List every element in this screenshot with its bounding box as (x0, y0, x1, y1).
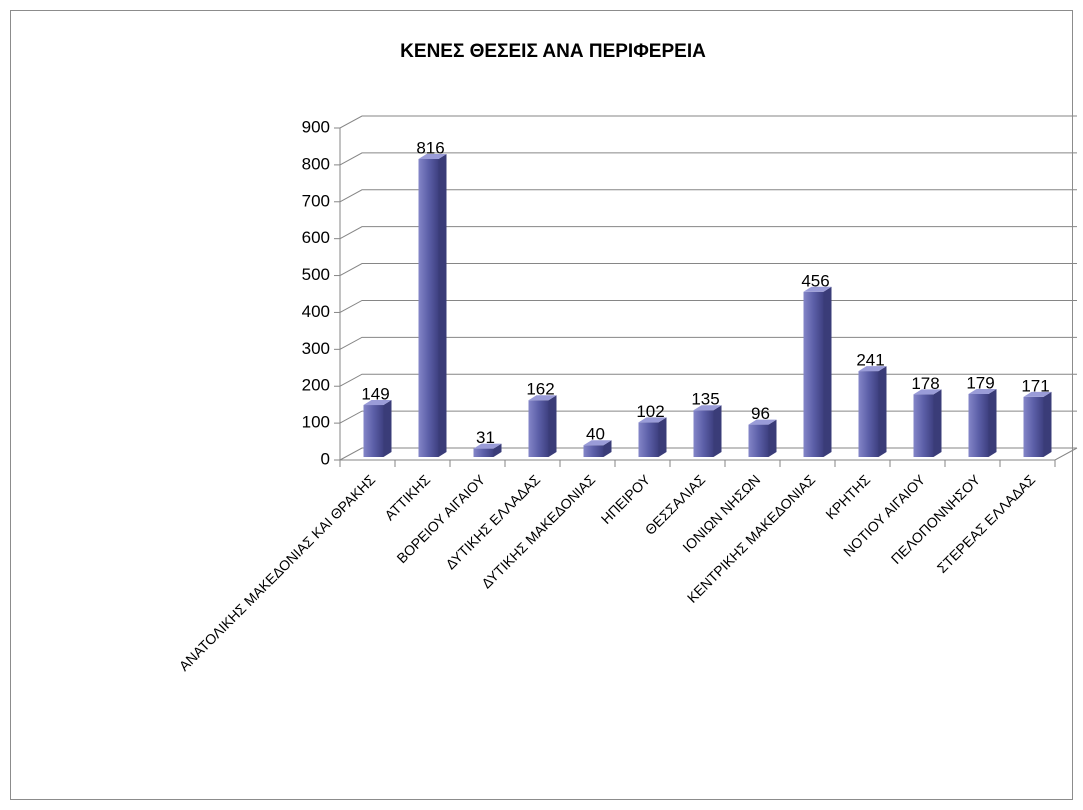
bar (748, 424, 769, 457)
bar-top (748, 419, 777, 425)
bar (803, 291, 824, 457)
bar-side (1043, 391, 1052, 457)
y-tick-label: 300 (302, 339, 330, 358)
data-label: 456 (801, 271, 829, 290)
bar (693, 410, 714, 457)
y-tick-label: 800 (302, 154, 330, 173)
bar-top (363, 400, 392, 406)
bar (968, 393, 989, 457)
bar-top (913, 389, 942, 395)
grid-line (339, 226, 1077, 240)
grid-line (339, 410, 1077, 424)
bar (473, 448, 494, 457)
grid-line (339, 263, 1077, 276)
bar (418, 158, 439, 457)
bar-side (658, 417, 667, 457)
bar-top (803, 286, 832, 292)
bar-side (988, 388, 997, 457)
y-tick-label: 100 (302, 413, 330, 432)
bar-side (713, 405, 722, 457)
y-tick-label: 900 (302, 117, 330, 136)
bar-side (933, 389, 942, 457)
bar-side (438, 153, 447, 457)
bar-side (603, 440, 612, 457)
y-tick-label: 0 (321, 449, 330, 468)
bar-side (823, 286, 832, 457)
bar-side (493, 443, 502, 457)
grid-line (339, 299, 1077, 313)
bar-side (878, 366, 887, 457)
grid-line (339, 115, 1077, 129)
bar-top (638, 417, 667, 423)
data-label: 40 (586, 425, 605, 444)
data-label: 102 (636, 402, 664, 421)
bar-top (858, 366, 887, 372)
grid-line (339, 373, 1077, 387)
bar-top (473, 443, 502, 449)
grid-line (339, 447, 1077, 461)
bar (638, 422, 659, 457)
data-label: 816 (416, 138, 444, 157)
bar-top (968, 388, 997, 394)
y-tick-label: 400 (302, 302, 330, 321)
data-label: 135 (691, 390, 719, 409)
y-tick-label: 200 (302, 376, 330, 395)
chart-title: ΚΕΝΕΣ ΘΕΣΕΙΣ ΑΝΑ ΠΕΡΙΦΕΡΕΙΑ (400, 41, 706, 62)
bar-top (1023, 391, 1052, 397)
bar-side (548, 395, 557, 457)
y-tick-label: 700 (302, 191, 330, 210)
bar-top (693, 405, 722, 411)
bar (858, 371, 879, 457)
grid-line (339, 152, 1077, 166)
data-label: 171 (1021, 376, 1049, 395)
bar (528, 400, 549, 457)
data-label: 96 (751, 404, 770, 423)
data-label: 179 (966, 373, 994, 392)
bar-side (768, 419, 777, 457)
bar (1023, 396, 1044, 457)
bar (583, 445, 604, 457)
bar-top (418, 153, 447, 159)
data-label: 241 (856, 351, 884, 370)
grid-line (339, 336, 1077, 350)
data-label: 162 (526, 380, 554, 399)
bar (363, 405, 384, 457)
data-label: 149 (361, 385, 389, 404)
bar (913, 394, 934, 457)
bar-side (383, 400, 392, 457)
data-label: 178 (911, 374, 939, 393)
y-tick-label: 500 (302, 265, 330, 284)
grid-line (339, 189, 1077, 203)
y-tick-label: 600 (302, 228, 330, 247)
bar-top (528, 395, 557, 401)
bar-top (583, 440, 612, 446)
data-label: 31 (476, 428, 495, 447)
